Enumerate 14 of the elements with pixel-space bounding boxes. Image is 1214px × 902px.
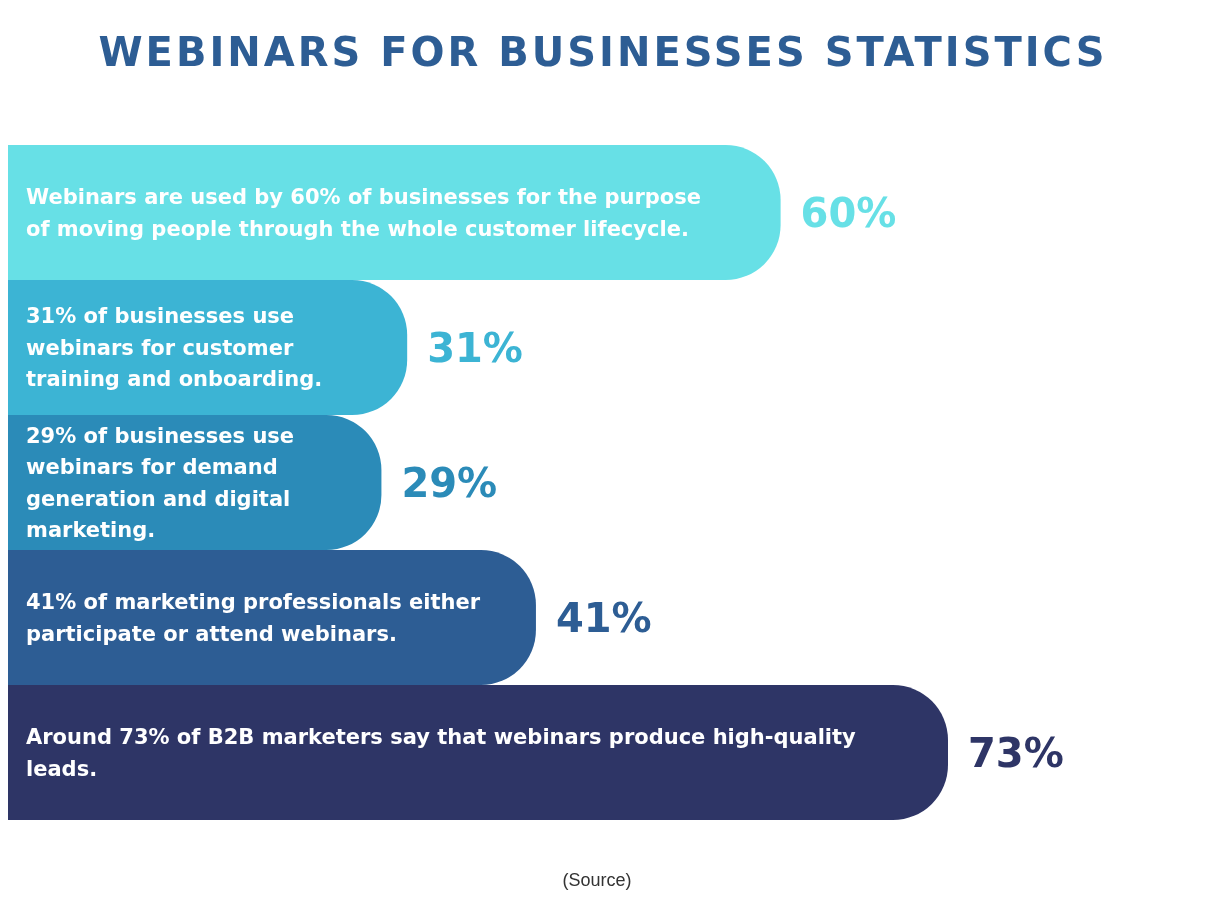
y-tick-label: Webinars are used by 60% of businesses for the purpose of moving people through the whole customer lifecycle. [26,185,702,241]
bar [8,550,536,685]
data-label: 41% [555,594,652,641]
data-label: 60% [800,189,897,236]
y-tick-label: Around 73% of B2B marketers say that webinars produce high-quality leads. [26,725,857,781]
chart-title: WEBINARS FOR BUSINESSES STATISTICS [98,29,1108,75]
data-label: 29% [401,459,498,506]
y-tick-label: 41% of marketing professionals either participate or attend webinars. [26,590,481,646]
text: (Source) [562,870,632,890]
bar [8,685,948,820]
y-tick-label: 31% of businesses use webinars for customer training and onboarding. [26,304,323,392]
y-tick-label: 29% of businesses use webinars for demand generation and digital marketing. [26,423,295,543]
data-label: 31% [427,324,523,371]
data-label: 73% [968,729,1064,776]
